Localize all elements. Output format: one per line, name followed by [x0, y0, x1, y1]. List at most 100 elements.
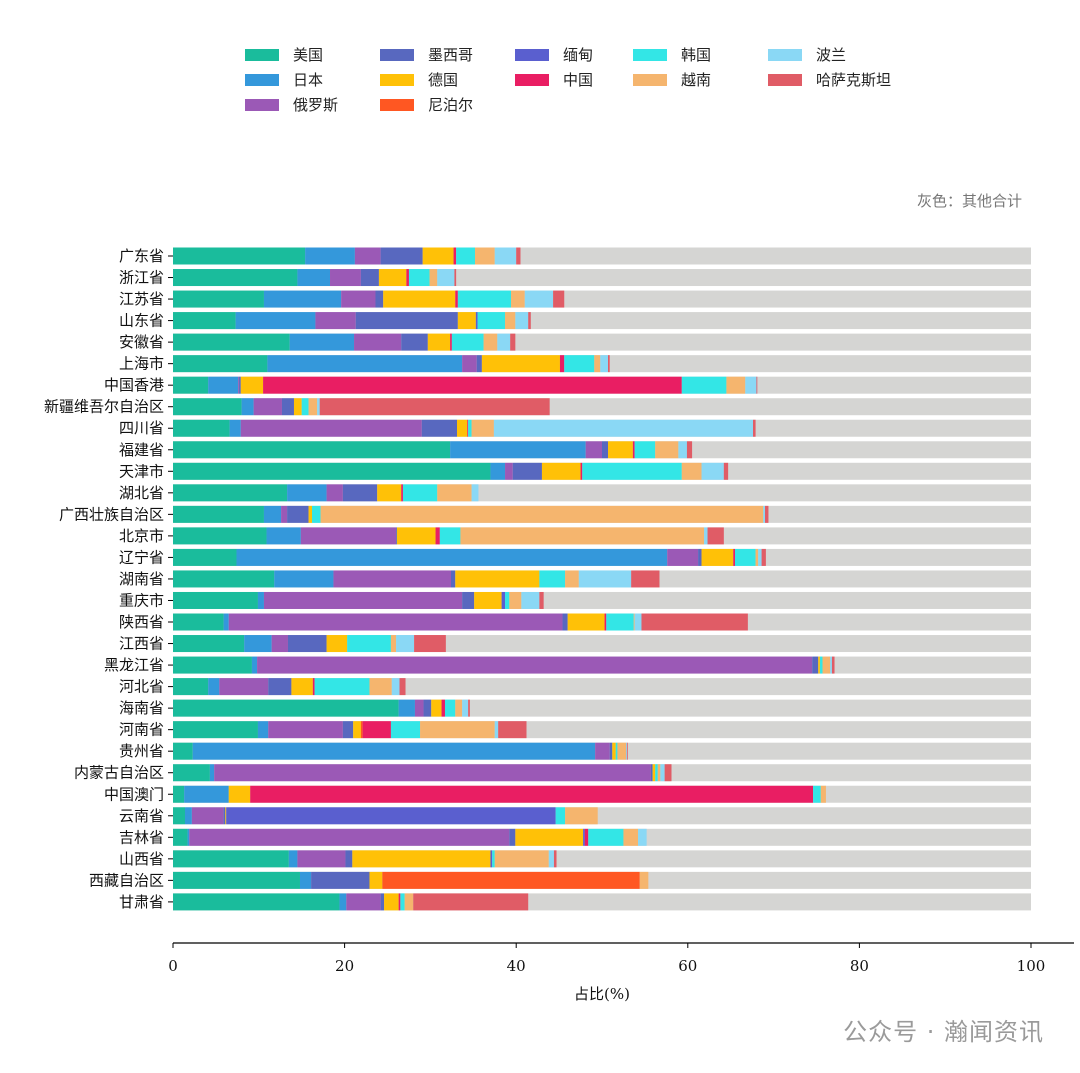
bar-segment: [423, 699, 432, 717]
bar-segment: [380, 247, 423, 265]
bar-segment: [456, 247, 476, 265]
bar-segment: [733, 548, 735, 566]
bar-segment: [701, 548, 734, 566]
bar-segment: [241, 398, 254, 416]
legend-swatch: [768, 48, 802, 61]
bar-segment: [462, 699, 469, 717]
bar-segment: [437, 269, 455, 287]
bar-segment: [229, 419, 241, 437]
bar-segment: [311, 505, 321, 523]
x-tick-label: 20: [335, 957, 354, 975]
bar-segment: [192, 742, 596, 760]
bar-segment: [511, 290, 525, 308]
bar-segment: [761, 548, 766, 566]
bar-segment: [435, 527, 440, 545]
bar-segment: [173, 462, 491, 480]
y-tick-label: 江西省: [119, 635, 164, 653]
bar-segment: [173, 699, 399, 717]
bar-segment: [765, 505, 769, 523]
y-tick-label: 湖南省: [119, 570, 164, 588]
bar-segment: [235, 312, 316, 330]
bar-segment: [240, 419, 422, 437]
bar-segment: [291, 678, 313, 696]
bar-segment: [450, 333, 452, 351]
bar-segment: [173, 419, 230, 437]
bar-segment: [219, 678, 269, 696]
legend-label: 中国: [563, 71, 594, 89]
y-tick-label: 山东省: [119, 312, 164, 330]
legend-item: 日本: [245, 69, 323, 90]
bar-segment: [173, 635, 245, 653]
bar-segment: [274, 570, 334, 588]
bar-segment: [468, 699, 470, 717]
bar-segment: [475, 312, 478, 330]
bar-segment: [236, 548, 668, 566]
bar-segment: [266, 527, 301, 545]
bar-segment: [515, 312, 529, 330]
bar-segment: [450, 441, 586, 459]
bar-segment: [342, 721, 354, 739]
bar-segment: [455, 570, 540, 588]
bar-segment: [401, 484, 403, 502]
legend-label: 德国: [428, 71, 459, 89]
bar-segment: [228, 785, 251, 803]
bar-segment: [498, 721, 527, 739]
bar-segment: [494, 850, 549, 868]
bar-segment: [173, 893, 340, 911]
x-tick-label: 100: [1017, 957, 1046, 975]
legend-item: 俄罗斯: [245, 94, 338, 115]
bar-segment: [238, 376, 240, 394]
bar-segment: [287, 635, 327, 653]
bar-segment: [471, 484, 479, 502]
bar-segment: [263, 505, 282, 523]
bar-segment: [453, 247, 457, 265]
bar-segment: [208, 678, 220, 696]
bar-segment: [326, 635, 348, 653]
y-tick-label: 中国澳门: [104, 785, 164, 803]
legend-label: 墨西哥: [428, 46, 474, 64]
bar-segment: [251, 656, 258, 674]
bar-segment: [173, 721, 258, 739]
bar-segment: [664, 764, 672, 782]
bar-segment: [516, 247, 521, 265]
bar-segment: [300, 527, 397, 545]
bar-segment: [173, 333, 290, 351]
bar-segment: [681, 462, 702, 480]
bar-segment: [457, 312, 476, 330]
bar-segment: [633, 613, 635, 631]
bar-segment: [763, 505, 766, 523]
bar-segment: [528, 312, 531, 330]
bar-segment: [380, 893, 385, 911]
bar-segment: [818, 656, 820, 674]
legend-swatch: [768, 73, 802, 86]
legend-label: 韩国: [681, 46, 712, 64]
bar-segment: [467, 419, 469, 437]
bar-segment: [257, 656, 813, 674]
bar-segment: [271, 635, 288, 653]
bar-segment: [831, 656, 835, 674]
bar-segment: [342, 484, 378, 502]
bar-segment: [173, 269, 298, 287]
bar-segment: [398, 699, 415, 717]
bar-segment: [400, 893, 405, 911]
y-tick-label: 吉林省: [119, 828, 164, 846]
bar-segment: [414, 635, 446, 653]
bar-segment: [553, 290, 565, 308]
x-tick-label: 60: [678, 957, 697, 975]
bar-segment: [281, 505, 288, 523]
bar-segment: [602, 441, 609, 459]
bar-segment: [455, 290, 458, 308]
watermark: 公众号 · 瀚闻资讯: [843, 1018, 1044, 1046]
bar-segment: [391, 678, 400, 696]
y-tick-label: 浙江省: [119, 269, 164, 287]
bar-segment: [184, 785, 229, 803]
legend-item: 美国: [245, 44, 323, 65]
bar-segment: [660, 764, 665, 782]
bar-segment: [667, 548, 699, 566]
bar-segment: [214, 764, 651, 782]
bar-segment: [326, 484, 343, 502]
y-tick-label: 湖北省: [119, 484, 164, 502]
bar-segment: [639, 871, 649, 889]
bar-segment: [704, 527, 708, 545]
bar-segment: [580, 462, 583, 480]
